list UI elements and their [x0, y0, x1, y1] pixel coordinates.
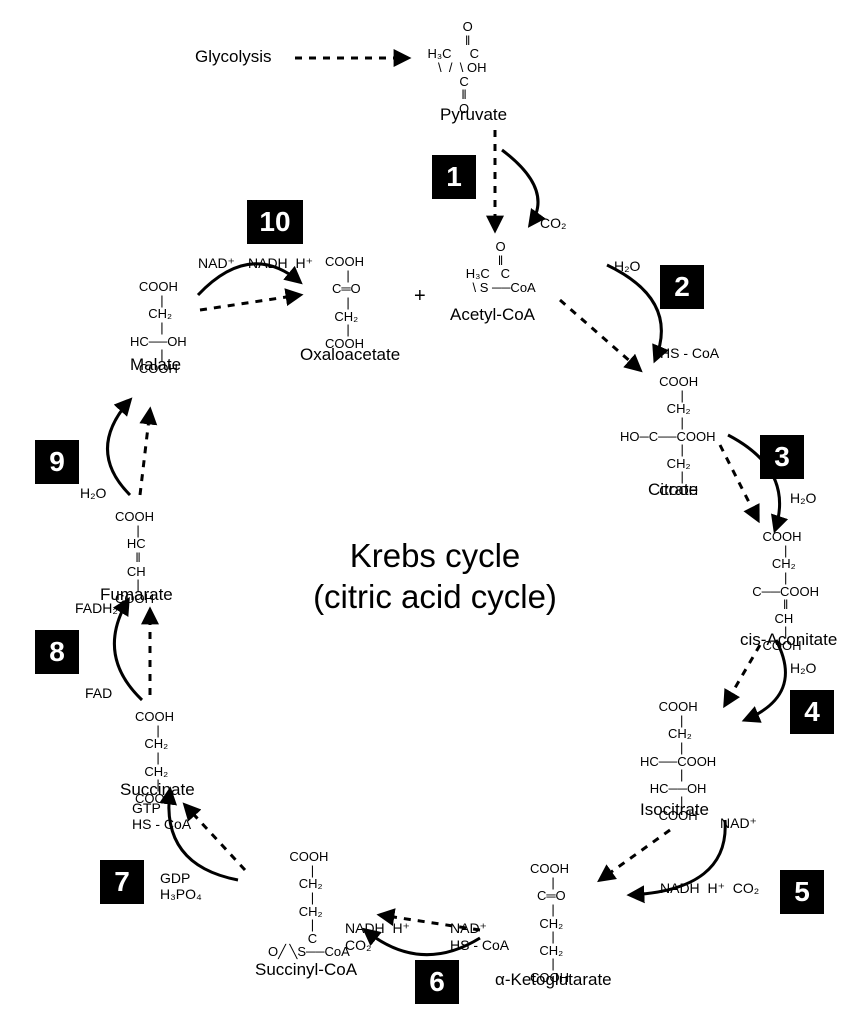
step-7: 7: [100, 860, 144, 904]
nad-hscoa-step6: NAD⁺ HS - CoA: [450, 920, 509, 953]
fumarate-name: Fumarate: [100, 585, 173, 605]
step-10: 10: [247, 200, 303, 244]
title: Krebs cycle (citric acid cycle): [270, 535, 600, 618]
step-3: 3: [760, 435, 804, 479]
gdp: GDP: [160, 870, 190, 886]
pyruvate-struct: O ‖ H₃C C \ / \ OH C ‖ O: [420, 20, 486, 115]
nadh-5: NADH: [660, 880, 700, 896]
oxaloacetate-name: Oxaloacetate: [300, 345, 400, 365]
isocitrate-name: Isocitrate: [640, 800, 709, 820]
h-5: H⁺: [707, 880, 725, 896]
oxaloacetate-struct: COOH | C═O | CH₂ | COOH: [325, 255, 364, 350]
h2o-step3: H₂O: [790, 490, 816, 506]
succinylcoa-name: Succinyl-CoA: [255, 960, 357, 980]
title-line1: Krebs cycle: [350, 537, 521, 574]
fad-step8: FAD: [85, 685, 112, 701]
plus-sign: +: [414, 285, 426, 308]
hscoa-step2: HS - CoA: [660, 345, 719, 361]
succinylcoa-struct: COOH | CH₂ | CH₂ | C O╱ ╲S──CoA: [268, 850, 350, 959]
malate-name: Malate: [130, 355, 181, 375]
co2-step1: CO₂: [540, 215, 566, 231]
hscoa7: HS - CoA: [132, 816, 191, 832]
glycolysis-label: Glycolysis: [195, 47, 272, 67]
step-2: 2: [660, 265, 704, 309]
step-9: 9: [35, 440, 79, 484]
acetylcoa-struct: O ‖ H₃C C \ S ──CoA: [440, 240, 536, 295]
step-6: 6: [415, 960, 459, 1004]
step-4: 4: [790, 690, 834, 734]
nad-step5: NAD⁺: [720, 815, 757, 832]
nadh10: NADH: [248, 255, 288, 271]
gdp-step7: GDP H₃PO₄: [160, 870, 202, 902]
nadh-step5: NADH H⁺ CO₂: [660, 880, 759, 897]
nadh-step10: NADH H⁺: [248, 255, 313, 272]
h10: H⁺: [295, 255, 313, 271]
h2o-step2: H₂O: [614, 258, 640, 274]
akg-name: α-Ketoglutarate: [495, 970, 612, 990]
co2-5: CO₂: [733, 880, 759, 896]
succinate-name: Succinate: [120, 780, 195, 800]
acetylcoa-name: Acetyl-CoA: [450, 305, 535, 325]
step-8: 8: [35, 630, 79, 674]
akg-struct: COOH | C═O | CH₂ | CH₂ | COOH: [530, 862, 569, 985]
nad-step10: NAD⁺: [198, 255, 235, 272]
h2o-step9: H₂O: [80, 485, 106, 501]
nadh-co2-step6: NADH H⁺ CO₂: [345, 920, 410, 953]
step-5: 5: [780, 870, 824, 914]
citrate-name: Citrate: [648, 480, 698, 500]
title-line2: (citric acid cycle): [313, 578, 557, 615]
step-1: 1: [432, 155, 476, 199]
h3po4: H₃PO₄: [160, 886, 202, 902]
pyruvate-name: Pyruvate: [440, 105, 507, 125]
h2o-step4: H₂O: [790, 660, 816, 676]
cisaconitate-name: cis-Aconitate: [740, 630, 837, 650]
